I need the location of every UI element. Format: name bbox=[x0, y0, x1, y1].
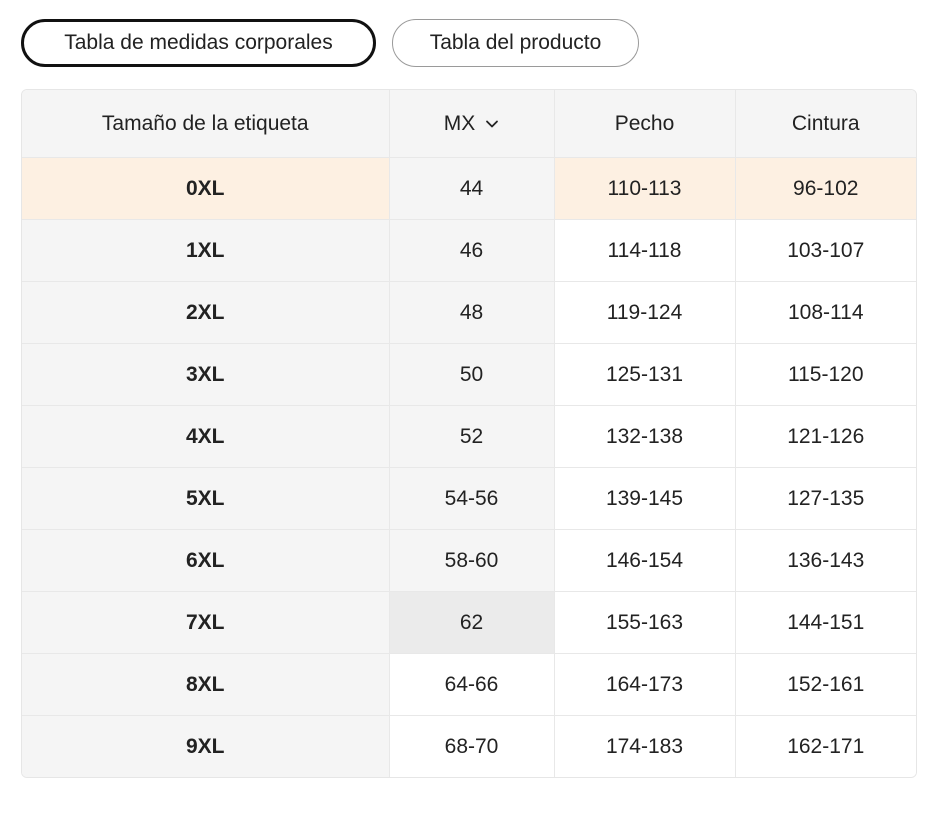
header-chest: Pecho bbox=[554, 90, 736, 158]
waist-cell: 96-102 bbox=[735, 157, 916, 220]
chest-cell: 132-138 bbox=[554, 405, 736, 468]
mx-size-cell: 62 bbox=[389, 591, 555, 654]
mx-size-cell: 68-70 bbox=[389, 715, 555, 777]
header-size: Tamaño de la etiqueta bbox=[22, 90, 390, 158]
mx-size-cell: 64-66 bbox=[389, 653, 555, 716]
size-chart-table: Tamaño de la etiqueta MX Pecho Cintura 0… bbox=[21, 89, 917, 778]
chest-cell: 164-173 bbox=[554, 653, 736, 716]
chest-cell: 139-145 bbox=[554, 467, 736, 530]
tab-product-measurements[interactable]: Tabla del producto bbox=[392, 19, 639, 67]
waist-cell: 121-126 bbox=[735, 405, 916, 468]
chest-cell: 125-131 bbox=[554, 343, 736, 406]
chest-cell: 114-118 bbox=[554, 219, 736, 282]
waist-cell: 127-135 bbox=[735, 467, 916, 530]
size-label-cell: 9XL bbox=[22, 715, 390, 777]
size-label-cell: 3XL bbox=[22, 343, 390, 406]
table-row[interactable]: 6XL 58-60 146-154 136-143 bbox=[22, 529, 916, 592]
chest-cell: 119-124 bbox=[554, 281, 736, 344]
waist-cell: 136-143 bbox=[735, 529, 916, 592]
waist-cell: 152-161 bbox=[735, 653, 916, 716]
mx-size-cell: 50 bbox=[389, 343, 555, 406]
mx-size-cell: 58-60 bbox=[389, 529, 555, 592]
tab-body-measurements[interactable]: Tabla de medidas corporales bbox=[21, 19, 376, 67]
table-row[interactable]: 9XL 68-70 174-183 162-171 bbox=[22, 715, 916, 777]
size-label-cell: 8XL bbox=[22, 653, 390, 716]
table-row[interactable]: 1XL 46 114-118 103-107 bbox=[22, 219, 916, 282]
waist-cell: 108-114 bbox=[735, 281, 916, 344]
table-row[interactable]: 8XL 64-66 164-173 152-161 bbox=[22, 653, 916, 716]
table-row[interactable]: 2XL 48 119-124 108-114 bbox=[22, 281, 916, 344]
mx-size-cell: 48 bbox=[389, 281, 555, 344]
size-label-cell: 5XL bbox=[22, 467, 390, 530]
chest-cell: 110-113 bbox=[554, 157, 736, 220]
waist-cell: 162-171 bbox=[735, 715, 916, 777]
waist-cell: 144-151 bbox=[735, 591, 916, 654]
table-row[interactable]: 0XL 44 110-113 96-102 bbox=[22, 157, 916, 220]
size-label-cell: 1XL bbox=[22, 219, 390, 282]
chevron-down-icon bbox=[486, 120, 499, 127]
chart-tabs: Tabla de medidas corporales Tabla del pr… bbox=[21, 19, 639, 67]
size-label-cell: 7XL bbox=[22, 591, 390, 654]
table-row[interactable]: 3XL 50 125-131 115-120 bbox=[22, 343, 916, 406]
table-row[interactable]: 4XL 52 132-138 121-126 bbox=[22, 405, 916, 468]
mx-size-cell: 44 bbox=[389, 157, 555, 220]
waist-cell: 103-107 bbox=[735, 219, 916, 282]
size-label-cell: 2XL bbox=[22, 281, 390, 344]
header-waist: Cintura bbox=[735, 90, 916, 158]
header-region[interactable]: MX bbox=[389, 90, 555, 158]
mx-size-cell: 52 bbox=[389, 405, 555, 468]
chest-cell: 155-163 bbox=[554, 591, 736, 654]
waist-cell: 115-120 bbox=[735, 343, 916, 406]
size-label-cell: 0XL bbox=[22, 157, 390, 220]
mx-size-cell: 54-56 bbox=[389, 467, 555, 530]
mx-size-cell: 46 bbox=[389, 219, 555, 282]
size-label-cell: 6XL bbox=[22, 529, 390, 592]
table-row[interactable]: 5XL 54-56 139-145 127-135 bbox=[22, 467, 916, 530]
chest-cell: 146-154 bbox=[554, 529, 736, 592]
region-selector[interactable]: MX bbox=[444, 112, 500, 136]
table-row[interactable]: 7XL 62 155-163 144-151 bbox=[22, 591, 916, 654]
region-label: MX bbox=[443, 111, 476, 135]
chest-cell: 174-183 bbox=[554, 715, 736, 777]
size-label-cell: 4XL bbox=[22, 405, 390, 468]
table-header-row: Tamaño de la etiqueta MX Pecho Cintura bbox=[22, 90, 916, 158]
